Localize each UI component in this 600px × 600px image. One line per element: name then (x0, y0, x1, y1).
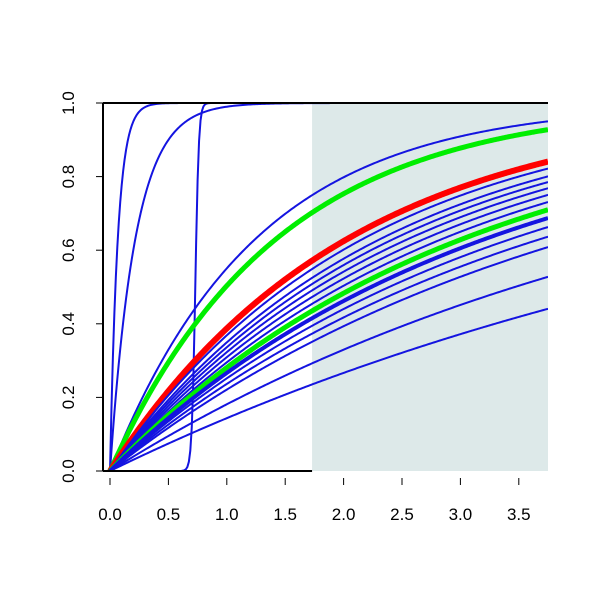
series-line-15 (109, 226, 548, 471)
series-line-17 (109, 246, 548, 471)
series-line-18 (109, 275, 548, 471)
series-line-4 (109, 120, 548, 471)
series-line-8 (109, 175, 548, 471)
y-tick-label: 0.0 (59, 459, 78, 483)
series-line-9 (109, 181, 548, 471)
series-line-11 (109, 193, 548, 471)
x-tick-label: 3.0 (449, 505, 473, 524)
y-tick-label: 0.2 (59, 386, 78, 410)
y-tick-label: 0.6 (59, 238, 78, 262)
series-line-14 (108, 216, 548, 471)
y-tick-label: 0.8 (59, 165, 78, 189)
series-line-13 (108, 207, 548, 471)
tick-layer: 0.0 0.5 1.0 1.5 2.0 2.5 3.0 3.5 0.0 0.2 0.4 0.6 0.8 1… (59, 91, 531, 524)
series-line-5 (107, 127, 548, 471)
series-line-10 (109, 187, 548, 471)
x-tick-label: 2.0 (332, 505, 356, 524)
x-tick-label: 1.5 (273, 505, 297, 524)
x-tick-label: 0.0 (98, 505, 122, 524)
series-line-7 (109, 167, 548, 471)
x-tick-label: 3.5 (507, 505, 531, 524)
series-line-6 (107, 158, 548, 471)
x-tick-label: 0.5 (157, 505, 181, 524)
series-layer (107, 102, 548, 471)
y-tick-label: 1.0 (59, 91, 78, 115)
series-line-12 (109, 201, 548, 471)
x-tick-label: 2.5 (390, 505, 414, 524)
series-line-19 (109, 307, 548, 471)
series-line-16 (109, 235, 548, 471)
y-tick-label: 0.4 (59, 312, 78, 336)
x-tick-label: 1.0 (215, 505, 239, 524)
axis-layer (102, 102, 548, 472)
